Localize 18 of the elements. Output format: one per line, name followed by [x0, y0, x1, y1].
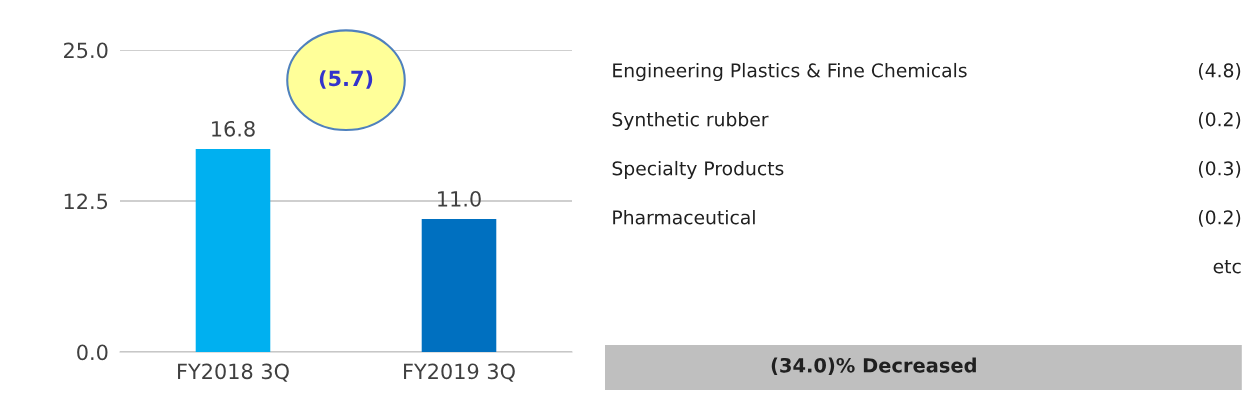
- y-tick-label: 25.0: [64, 42, 108, 59]
- data-label: 11.0: [438, 190, 481, 207]
- text: (0.2): [1198, 111, 1241, 129]
- text: Synthetic rubber: [612, 111, 769, 131]
- text: (0.2): [1198, 209, 1241, 227]
- text: (34.0)% Decreased: [771, 357, 976, 375]
- x-tick-label: FY2018 3Q: [178, 363, 289, 382]
- annotation: (5.7): [319, 70, 373, 89]
- x-tick-label: FY2019 3Q: [404, 363, 515, 382]
- y-tick-label: 12.5: [64, 193, 108, 210]
- text: Specialty Products: [612, 160, 784, 180]
- text: Pharmaceutical: [613, 209, 755, 225]
- text: (0.3): [1198, 160, 1241, 178]
- text: etc: [1213, 260, 1241, 274]
- y-tick-label: 0.0: [77, 344, 108, 361]
- text: (4.8): [1198, 62, 1241, 80]
- data-label: 16.8: [212, 120, 255, 137]
- text: Engineering Plastics & Fine Chemicals: [613, 62, 967, 82]
